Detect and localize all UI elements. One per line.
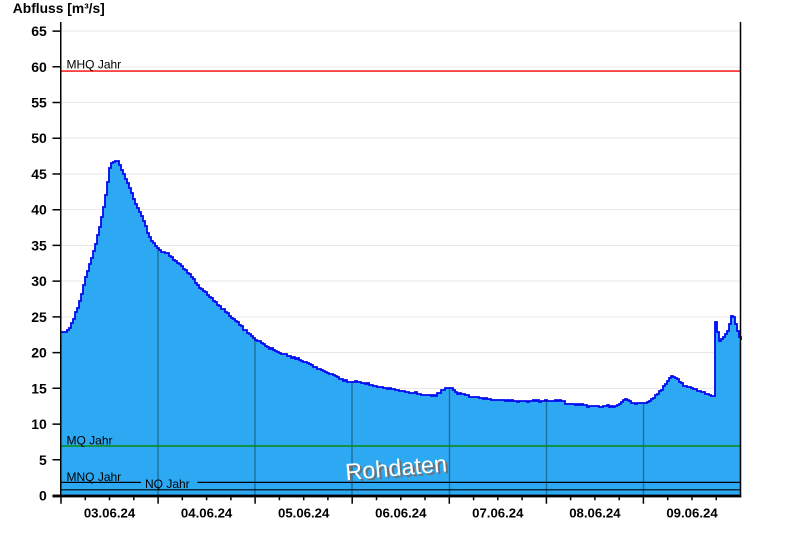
svg-text:20: 20	[31, 345, 47, 361]
svg-text:35: 35	[31, 237, 47, 253]
svg-text:06.06.24: 06.06.24	[375, 506, 427, 521]
svg-text:MHQ Jahr: MHQ Jahr	[67, 58, 122, 72]
svg-text:15: 15	[31, 380, 47, 396]
svg-text:07.06.24: 07.06.24	[472, 506, 524, 521]
svg-text:09.06.24: 09.06.24	[666, 506, 718, 521]
svg-text:10: 10	[31, 416, 47, 432]
svg-text:03.06.24: 03.06.24	[84, 506, 136, 521]
svg-text:25: 25	[31, 309, 47, 325]
svg-text:50: 50	[31, 130, 47, 146]
svg-text:5: 5	[39, 452, 47, 468]
svg-text:08.06.24: 08.06.24	[569, 506, 621, 521]
svg-text:NQ Jahr: NQ Jahr	[145, 477, 190, 491]
svg-text:MNQ Jahr: MNQ Jahr	[67, 470, 122, 484]
svg-text:MQ Jahr: MQ Jahr	[67, 433, 113, 447]
svg-text:65: 65	[31, 23, 47, 39]
svg-text:40: 40	[31, 202, 47, 218]
svg-text:05.06.24: 05.06.24	[278, 506, 330, 521]
svg-text:04.06.24: 04.06.24	[181, 506, 233, 521]
svg-text:0: 0	[39, 488, 47, 504]
svg-text:45: 45	[31, 166, 47, 182]
svg-text:55: 55	[31, 95, 47, 111]
svg-text:30: 30	[31, 273, 47, 289]
svg-text:60: 60	[31, 59, 47, 75]
svg-text:Abfluss [m³/s]: Abfluss [m³/s]	[13, 1, 105, 16]
